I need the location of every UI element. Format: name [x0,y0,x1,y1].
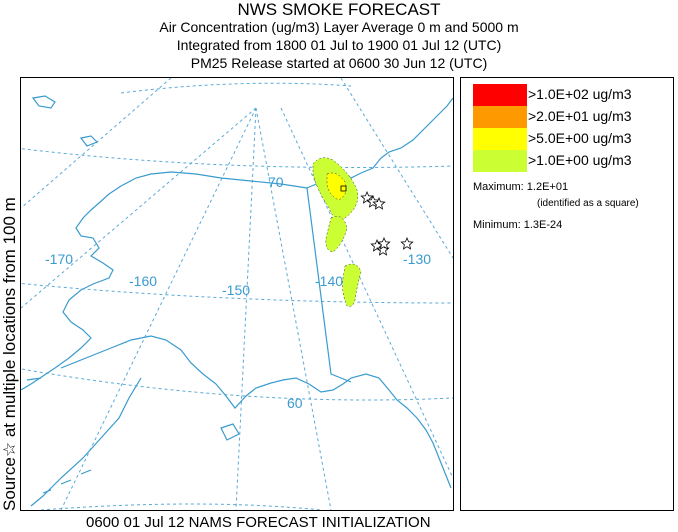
plume-mid [325,216,348,253]
source-star-icon [377,236,391,250]
release-start: PM25 Release started at 0600 30 Jun 12 (… [190,55,488,71]
longitude-gridlines [21,78,453,510]
lon-label-150: -150 [222,282,250,298]
source-label: Source☆ at multiple locations from 100 m [0,197,19,511]
graticule-labels: -170 -160 -150 -140 -130 70 60 [45,174,431,411]
lat-line-55 [40,503,322,510]
sw-coast-detail [30,377,142,507]
forecast-title: NWS SMOKE FORECAST [237,0,441,19]
lat-line-70 [21,148,453,169]
lon-label-140: -140 [315,273,343,289]
latitude-gridlines [21,82,453,510]
kodiak-island [220,423,240,441]
legend-item: >1.0E+02 ug/m3 [473,84,668,106]
legend-label: >1.0E+00 ug/m3 [528,152,632,168]
lon-line-140 [255,107,332,510]
legend-label: >5.0E+00 ug/m3 [528,130,632,146]
legend-panel: >1.0E+02 ug/m3 >2.0E+01 ug/m3 >5.0E+00 u… [460,77,674,511]
smoke-map: -170 -160 -150 -140 -130 70 60 [20,77,454,511]
legend-minimum: Minimum: 1.3E-24 [473,219,563,231]
legend-item: >5.0E+00 ug/m3 [473,128,668,150]
lat-label-70: 70 [268,174,284,190]
concentration-subtitle: Air Concentration (ug/m3) Layer Average … [159,19,519,35]
map-canvas: -170 -160 -150 -140 -130 70 60 [21,78,453,510]
lon-line-130 [280,107,453,479]
integration-period: Integrated from 1800 01 Jul to 1900 01 J… [176,37,502,53]
initialization-footer: 0600 01 Jul 12 NAMS FORECAST INITIALIZAT… [86,514,431,531]
lon-label-130: -130 [403,251,431,267]
plume-south [342,263,362,307]
legend-label: >1.0E+02 ug/m3 [528,86,632,102]
source-star-icon [372,196,386,210]
legend-label: >2.0E+01 ug/m3 [528,108,632,124]
legend-swatch-orange [473,106,527,128]
legend-item: >2.0E+01 ug/m3 [473,106,668,128]
lon-line-120 [340,78,453,259]
legend-item: >1.0E+00 ug/m3 [473,150,668,172]
smoke-plumes [312,157,362,307]
lon-line-160 [60,107,257,510]
aleutian-chain [42,469,92,494]
coastline [21,95,453,507]
alaska-coast [21,171,452,489]
lon-label-170: -170 [45,251,73,267]
lat-line-60 [21,368,453,401]
max-square-marker [340,185,347,192]
source-stars [360,190,414,256]
legend-swatch-red [473,84,527,106]
plume-north-core [326,172,347,201]
lat-label-60: 60 [287,395,303,411]
alaska-canada-border [306,187,352,383]
legend-swatch-yellow [473,128,527,150]
lon-label-160: -160 [129,273,157,289]
legend-maximum: Maximum: 1.2E+01 [473,181,569,193]
lon-line-150 [235,107,257,510]
arctic-islands [31,95,99,147]
source-star-icon [400,236,414,250]
lat-line-65 [21,282,453,304]
legend-swatch-lime [473,150,527,172]
legend-max-note: (identified as a square) [537,198,639,209]
